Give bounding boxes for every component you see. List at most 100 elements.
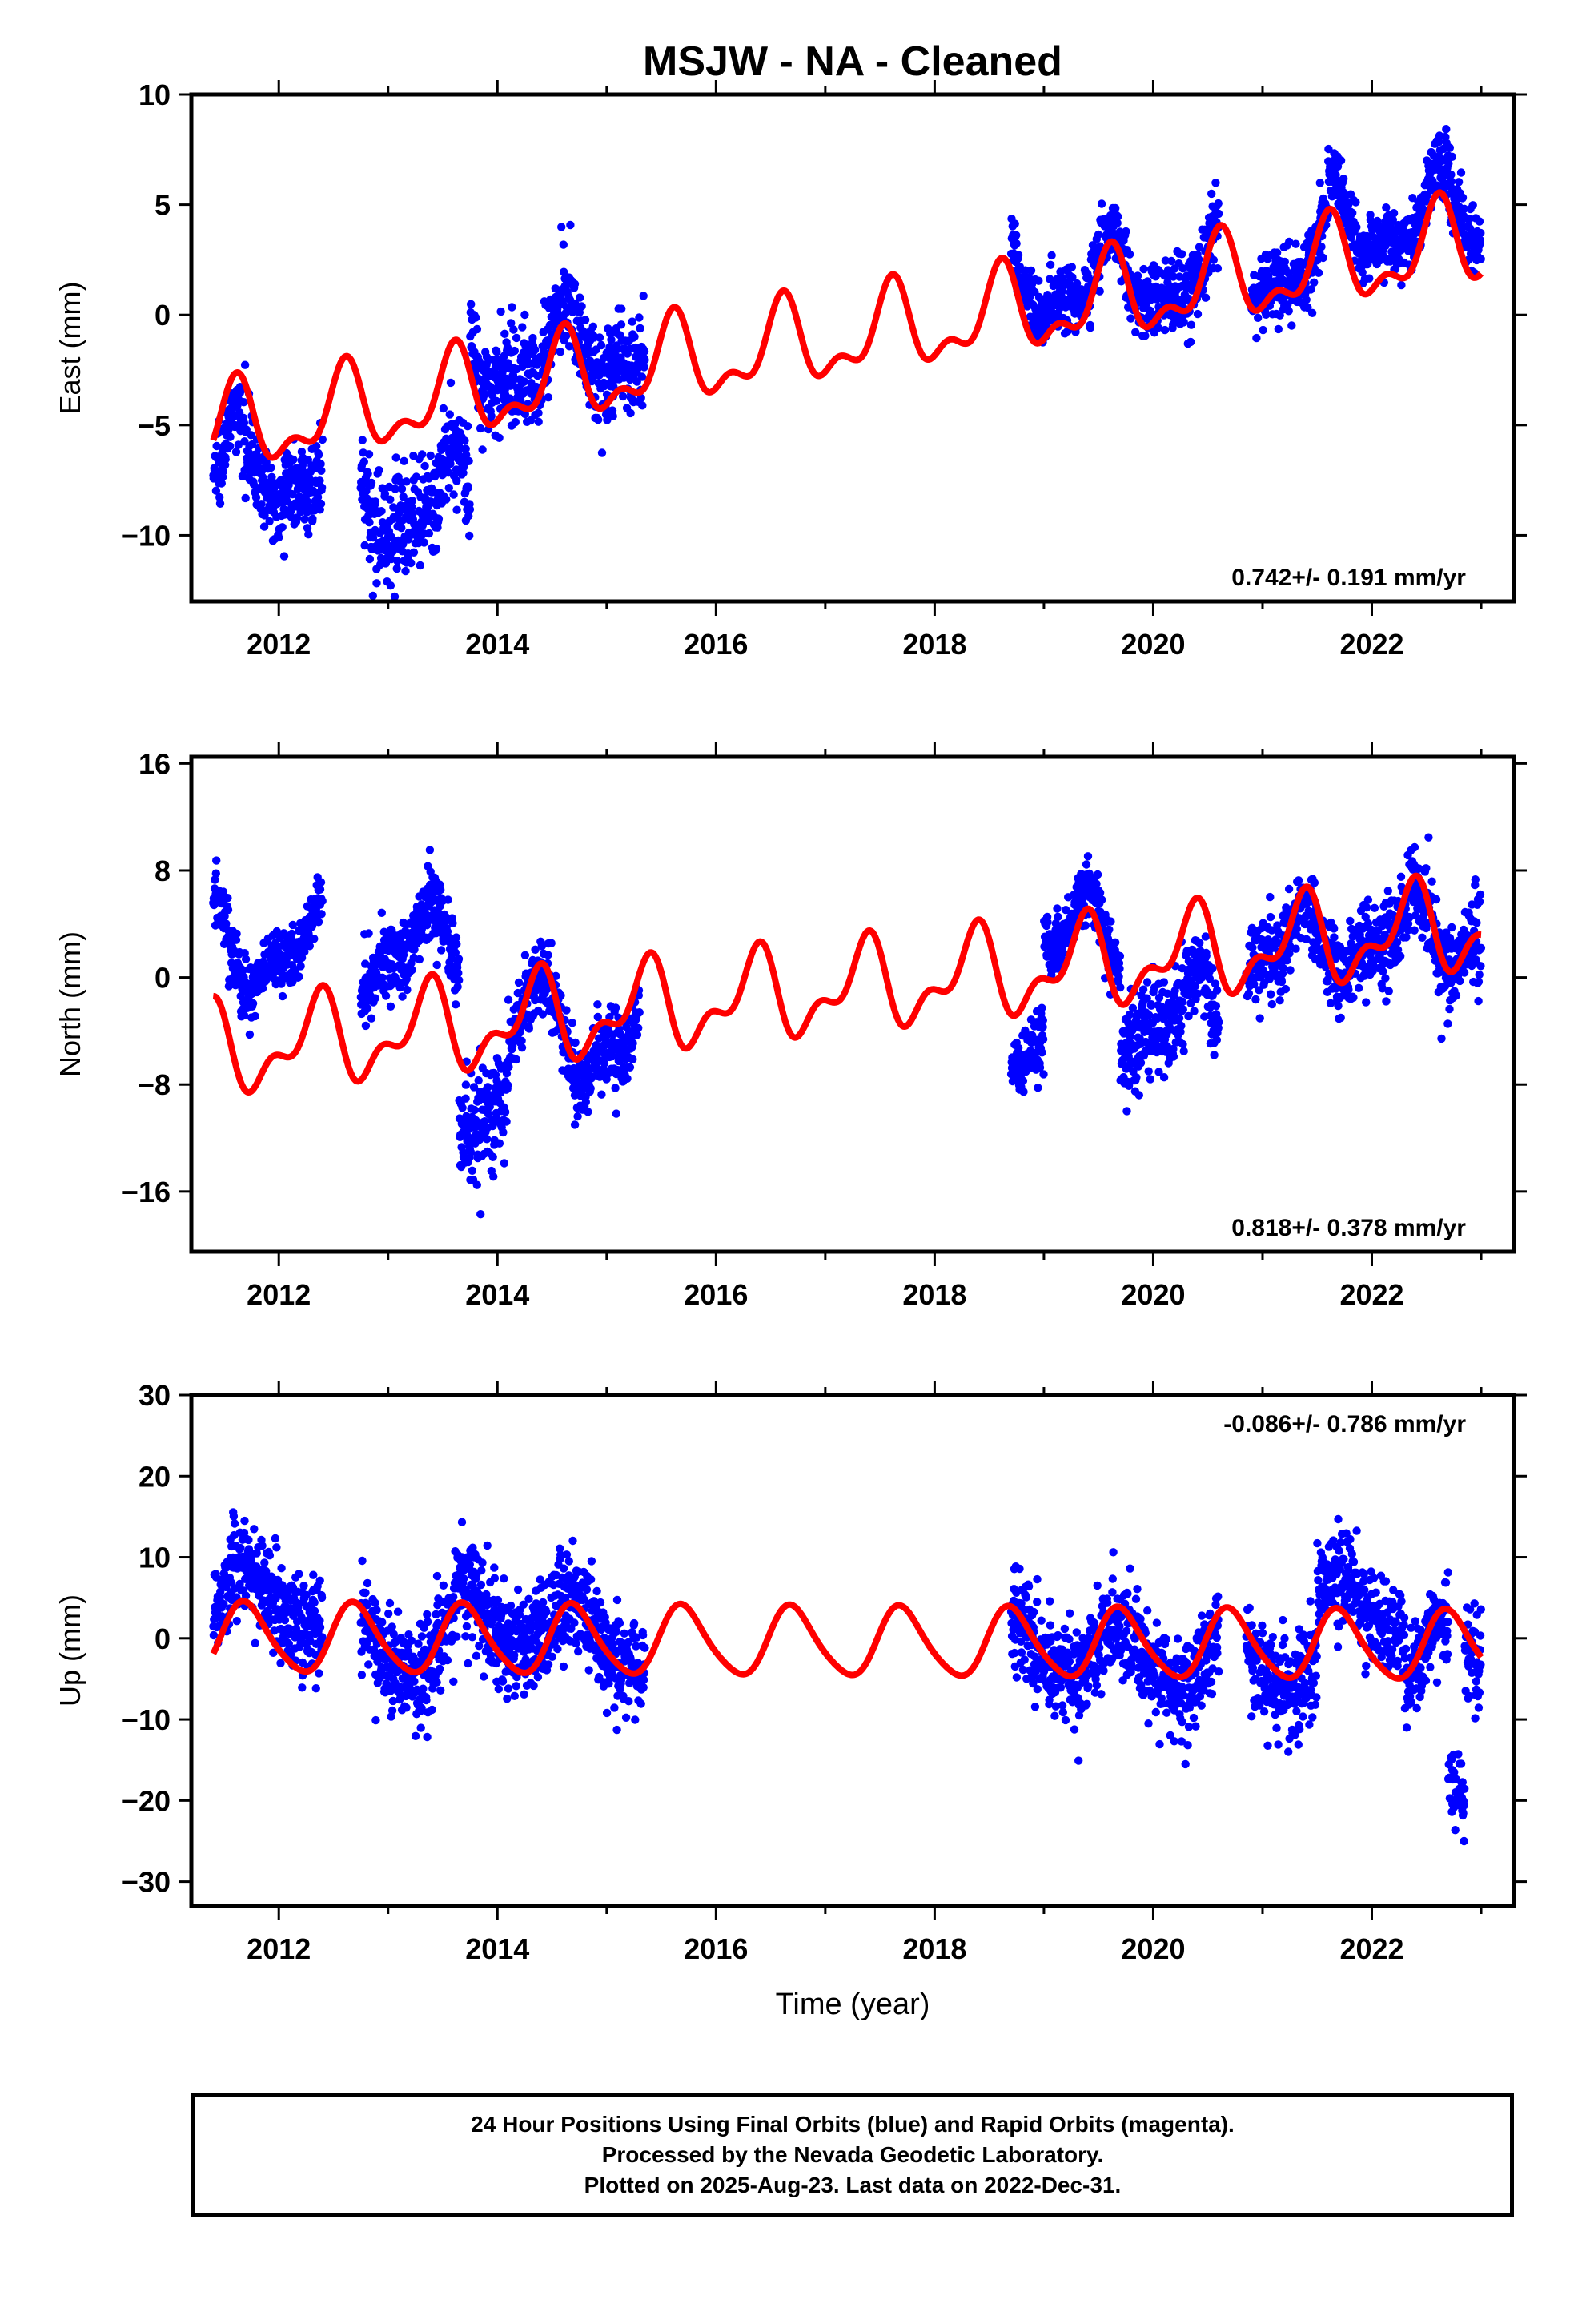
- data-point: [316, 460, 325, 468]
- y-tick-label: −5: [138, 409, 171, 442]
- data-point: [217, 479, 226, 488]
- data-point: [464, 512, 473, 521]
- data-point: [1362, 998, 1371, 1007]
- data-point: [611, 1084, 620, 1092]
- data-point: [1167, 256, 1176, 266]
- data-point: [568, 1019, 576, 1027]
- data-point: [248, 999, 258, 1008]
- data-point: [1178, 1039, 1187, 1049]
- data-point: [639, 292, 648, 300]
- data-point: [1179, 317, 1188, 327]
- data-point: [454, 968, 463, 978]
- data-point: [1092, 879, 1101, 888]
- data-point: [584, 1108, 592, 1116]
- data-point: [487, 412, 496, 420]
- data-point: [1178, 964, 1186, 973]
- data-point: [1251, 995, 1260, 1004]
- data-point: [1126, 314, 1135, 323]
- data-point: [1422, 864, 1431, 873]
- data-point: [1277, 977, 1287, 987]
- data-point: [275, 533, 283, 542]
- data-point: [1314, 268, 1323, 277]
- data-point: [416, 561, 424, 570]
- data-point: [465, 531, 474, 541]
- data-point: [1352, 223, 1361, 231]
- data-point: [1452, 991, 1461, 1000]
- data-point: [1169, 1044, 1178, 1054]
- data-point: [239, 418, 249, 428]
- data-point: [1303, 303, 1312, 312]
- x-tick-label: 2020: [1121, 628, 1185, 661]
- data-point: [1384, 987, 1394, 996]
- data-point: [232, 929, 241, 939]
- data-point: [505, 394, 514, 403]
- data-point: [295, 972, 303, 981]
- data-point: [1447, 152, 1457, 161]
- data-point: [1267, 990, 1275, 999]
- data-point: [520, 951, 530, 960]
- data-point: [426, 451, 435, 460]
- data-point: [557, 223, 566, 231]
- data-point: [1191, 981, 1200, 991]
- data-point: [1154, 1068, 1163, 1076]
- data-point: [1254, 313, 1263, 322]
- data-point: [259, 522, 269, 531]
- data-point: [1468, 201, 1477, 210]
- data-point: [1317, 243, 1326, 251]
- data-point: [1284, 884, 1294, 894]
- data-point: [231, 448, 241, 456]
- data-point: [239, 1011, 249, 1019]
- data-point: [240, 360, 250, 369]
- y-tick-label: 10: [139, 78, 171, 111]
- data-point: [371, 994, 379, 1003]
- data-point: [364, 450, 374, 459]
- data-point: [367, 1014, 376, 1023]
- data-point: [1393, 945, 1403, 955]
- data-point: [560, 267, 568, 276]
- data-point: [468, 1166, 476, 1176]
- data-point: [510, 346, 519, 356]
- data-point: [524, 1024, 533, 1033]
- data-point: [1443, 1019, 1452, 1028]
- data-point: [1423, 191, 1432, 199]
- data-point: [593, 1000, 602, 1009]
- data-point: [464, 483, 472, 493]
- data-point: [1379, 967, 1387, 976]
- data-point: [1213, 264, 1223, 273]
- data-point: [1437, 1034, 1446, 1043]
- data-point: [461, 1080, 471, 1089]
- data-point: [1302, 296, 1311, 304]
- data-point: [297, 448, 307, 456]
- data-point: [544, 393, 553, 402]
- data-point: [245, 1030, 255, 1039]
- data-point: [459, 468, 468, 477]
- data-point: [439, 404, 448, 413]
- data-point: [398, 992, 407, 1001]
- data-point: [444, 484, 453, 493]
- data-point: [507, 319, 516, 328]
- x-tick-label: 2022: [1339, 628, 1403, 661]
- data-point: [1202, 951, 1211, 960]
- data-point: [236, 991, 245, 1001]
- data-point: [480, 1117, 489, 1126]
- data-point: [467, 300, 476, 308]
- data-point: [408, 966, 416, 975]
- data-point: [371, 497, 380, 506]
- data-point: [1113, 219, 1122, 227]
- data-point: [288, 920, 297, 930]
- data-point: [1465, 215, 1474, 223]
- data-point: [1141, 332, 1150, 340]
- data-point: [594, 416, 603, 424]
- data-point: [453, 983, 462, 991]
- data-point: [1381, 974, 1390, 983]
- data-point: [1382, 997, 1391, 1006]
- data-point: [600, 1059, 609, 1068]
- data-point: [612, 1109, 620, 1118]
- data-point: [1378, 984, 1387, 993]
- data-point: [1435, 138, 1443, 147]
- data-point: [418, 450, 427, 459]
- data-point: [1176, 1027, 1185, 1036]
- data-point: [1307, 308, 1317, 317]
- data-point: [1034, 276, 1043, 285]
- data-point: [502, 1069, 512, 1078]
